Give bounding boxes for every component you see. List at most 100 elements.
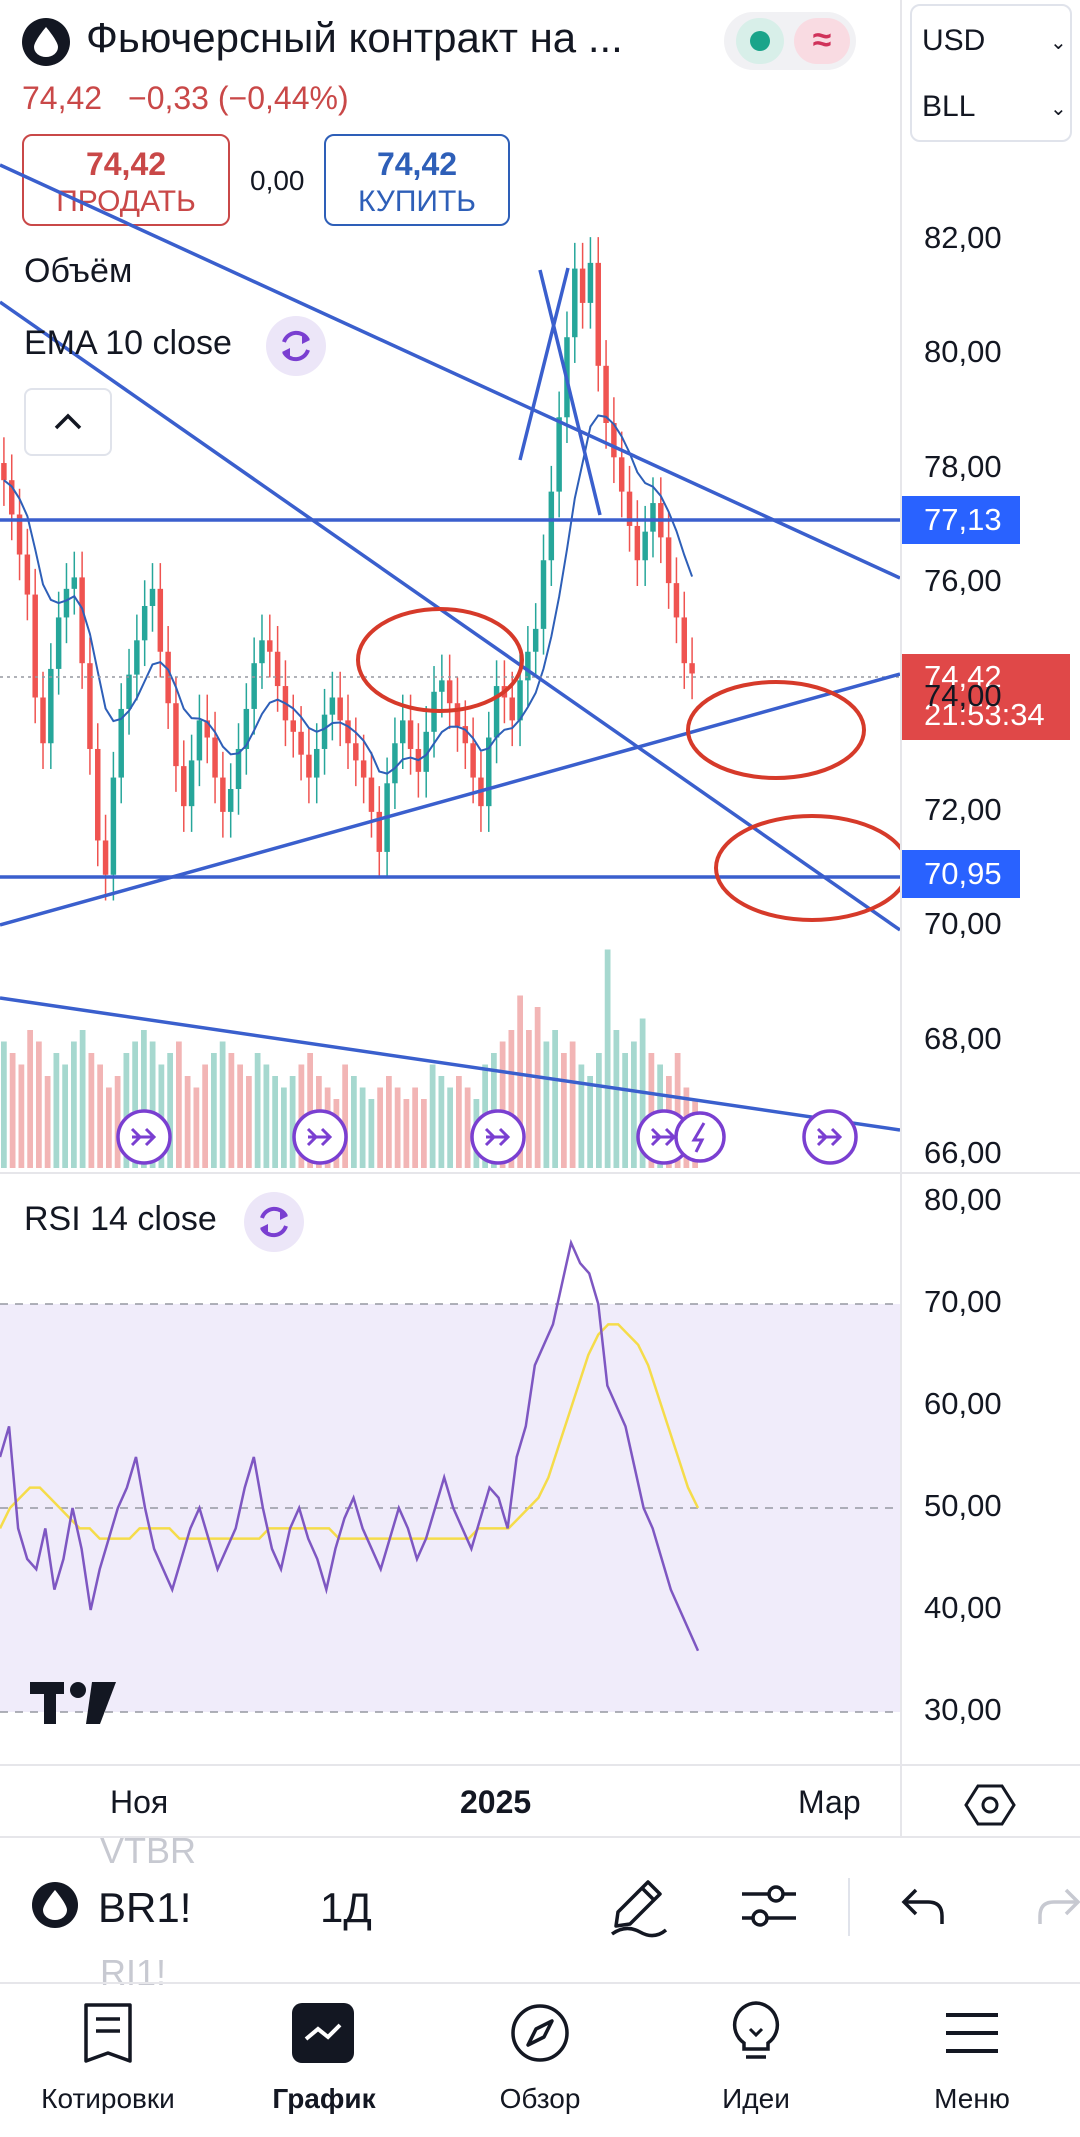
volume-bar — [604, 949, 611, 1168]
volume-bar — [27, 1030, 33, 1168]
volume-indicator-label[interactable]: Объём — [24, 252, 133, 290]
currency-select[interactable]: USD ⌄ — [922, 24, 1067, 57]
candle — [8, 480, 15, 515]
unit-select[interactable]: BLL ⌄ — [922, 90, 1067, 123]
redo-icon[interactable] — [1036, 1884, 1080, 1928]
volume-bar — [622, 1053, 628, 1168]
candle — [196, 720, 203, 761]
undo-icon[interactable] — [898, 1884, 948, 1928]
candle — [321, 714, 328, 749]
symbol-logo-icon — [32, 1882, 78, 1928]
rsi-axis-tick: 40,00 — [924, 1590, 1002, 1625]
price-axis[interactable] — [900, 0, 1080, 1180]
rsi-refresh-button[interactable] — [244, 1192, 304, 1252]
candle — [126, 674, 132, 709]
chevron-up-icon — [54, 413, 82, 430]
level-tag-71: 70,95 — [902, 850, 1020, 898]
hamburger-menu-icon — [946, 2013, 998, 2053]
buy-button[interactable]: 74,42 КУПИТЬ — [324, 134, 510, 226]
rsi-axis-tick: 30,00 — [924, 1692, 1002, 1727]
last-price: 74,42 — [22, 80, 103, 116]
candle — [24, 554, 31, 595]
volume-bar — [254, 1053, 261, 1168]
candle — [16, 514, 23, 555]
ellipse-1 — [356, 607, 524, 713]
indicators-settings-icon[interactable] — [738, 1878, 800, 1934]
volume-bar — [114, 1076, 121, 1168]
volume-bar — [543, 1041, 550, 1168]
candle — [509, 697, 515, 721]
interval-selector[interactable]: 1Д — [320, 1884, 372, 1931]
currency-unit-selector[interactable]: USD ⌄ BLL ⌄ — [910, 4, 1072, 142]
candle — [392, 743, 398, 784]
candle — [423, 731, 429, 772]
collapse-indicators-button[interactable] — [24, 388, 112, 456]
volume-bar — [394, 1087, 401, 1168]
candle — [48, 668, 54, 744]
event-marker — [292, 1109, 348, 1165]
ema-refresh-button[interactable] — [266, 316, 326, 376]
candle — [486, 737, 492, 807]
volume-bar — [9, 1053, 16, 1168]
volume-bar — [106, 1087, 112, 1168]
level-tag-77: 77,13 — [902, 496, 1020, 544]
volume-bar — [648, 1053, 655, 1168]
volume-bar — [517, 995, 523, 1168]
volume-bar — [193, 1087, 200, 1168]
candle — [220, 777, 226, 812]
candle — [360, 760, 367, 778]
volume-bar — [97, 1064, 103, 1168]
candle — [32, 594, 38, 698]
volume-bar — [578, 1064, 585, 1168]
drawing-tool-pencil-icon[interactable] — [606, 1874, 670, 1938]
candle — [141, 606, 148, 641]
volume-bar — [368, 1099, 375, 1168]
trend-line-peak-left — [518, 267, 570, 461]
volume-bar — [359, 1087, 366, 1168]
volume-bar — [526, 1030, 532, 1168]
candle — [595, 262, 601, 366]
candle — [243, 708, 250, 749]
nav-chart-label: График — [272, 2083, 376, 2114]
volume-bar — [237, 1064, 243, 1168]
last-price-tag: 74,42 21:53:34 — [902, 654, 1070, 740]
candle — [462, 726, 469, 744]
candle — [650, 503, 656, 532]
symbol-title[interactable]: Фьючерсный контракт на ... — [86, 14, 623, 61]
candle — [181, 766, 187, 807]
candle — [212, 737, 218, 778]
price-axis-tick: 80,00 — [924, 334, 1002, 370]
candle — [642, 531, 648, 561]
rsi-axis-tick: 60,00 — [924, 1386, 1002, 1421]
chevron-down-icon: ⌄ — [1050, 32, 1067, 54]
market-status-toggle[interactable]: ≈ — [724, 12, 856, 70]
candle — [110, 777, 117, 875]
candle — [634, 525, 641, 561]
volume-bar — [132, 1041, 138, 1168]
settings-hexagon-icon[interactable] — [964, 1782, 1016, 1828]
candle — [204, 720, 210, 738]
candle — [149, 588, 156, 606]
candle — [87, 663, 93, 749]
candle — [306, 754, 312, 778]
candle — [548, 491, 555, 561]
ema-indicator-label[interactable]: EMA 10 close — [24, 324, 232, 362]
rsi-indicator-label[interactable]: RSI 14 close — [24, 1200, 217, 1238]
ellipse-annotations — [356, 607, 900, 922]
price-chart[interactable] — [0, 0, 900, 1180]
volume-bar — [149, 1041, 156, 1168]
volume-bar — [403, 1099, 410, 1168]
buy-label: КУПИТЬ — [357, 185, 476, 218]
ellipse-3 — [714, 814, 900, 922]
event-marker — [802, 1109, 858, 1165]
candle — [532, 628, 539, 652]
candle — [298, 731, 304, 755]
volume-bar — [88, 1053, 95, 1168]
candle — [493, 686, 500, 738]
volume-bar — [377, 1087, 383, 1168]
rsi-chart[interactable] — [0, 1176, 900, 1766]
sell-button[interactable]: 74,42 ПРОДАТЬ — [22, 134, 230, 226]
candle — [267, 640, 273, 652]
symbol-selector[interactable]: BR1! — [98, 1884, 192, 1931]
candle — [173, 703, 179, 767]
